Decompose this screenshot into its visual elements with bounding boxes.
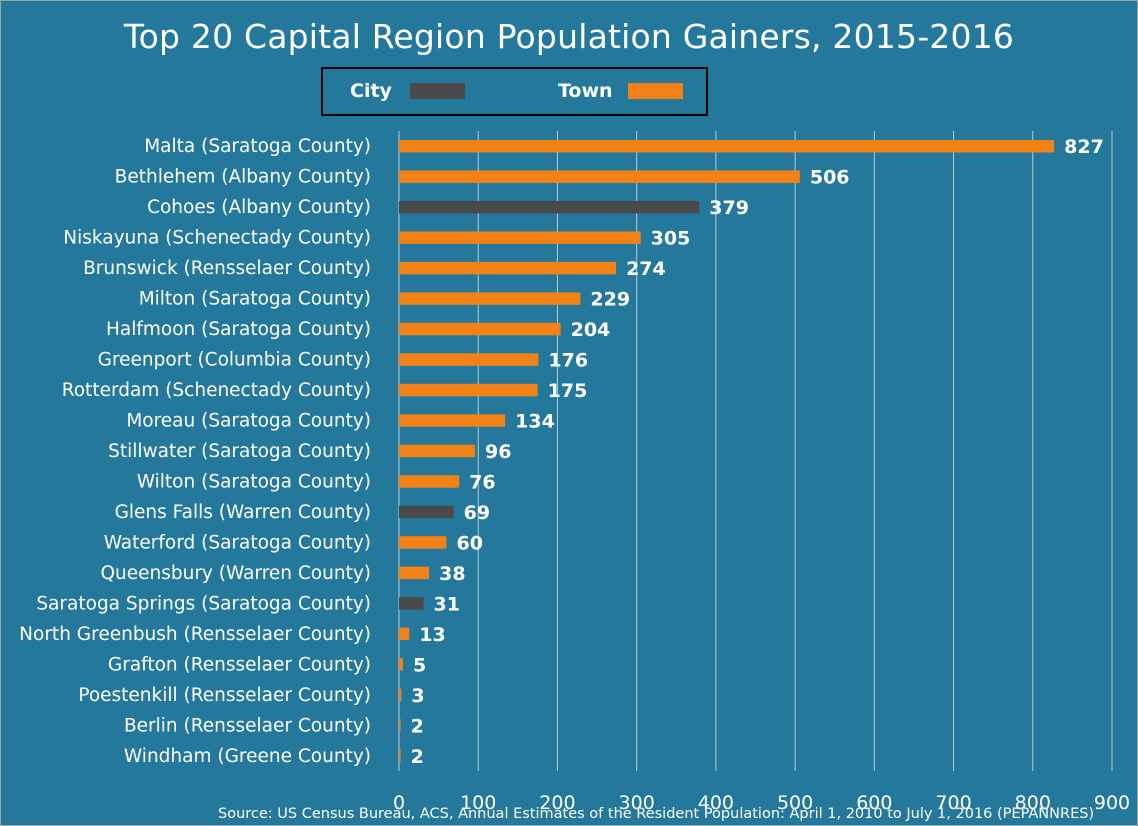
x-tick-label: 200 <box>539 792 575 814</box>
y-category-label: Waterford (Saratoga County) <box>104 532 371 553</box>
x-tick-label: 400 <box>698 792 734 814</box>
bar <box>399 475 460 488</box>
y-category-label: Brunswick (Rensselaer County) <box>83 258 371 279</box>
data-label: 96 <box>485 441 511 463</box>
data-label: 827 <box>1064 136 1104 158</box>
data-label: 2 <box>411 715 424 737</box>
bar <box>399 261 617 275</box>
x-tick-label: 700 <box>935 792 971 814</box>
bar <box>399 383 538 397</box>
data-label: 13 <box>419 624 445 646</box>
data-label: 379 <box>709 197 749 219</box>
x-tick-label: 600 <box>856 792 892 814</box>
y-category-label: Saratoga Springs (Saratoga County) <box>36 593 371 614</box>
legend-label-city: City <box>350 80 392 102</box>
bar <box>399 231 641 244</box>
data-label: 204 <box>571 319 611 341</box>
bar <box>399 353 539 366</box>
legend: City Town <box>321 67 708 116</box>
y-category-label: Grafton (Rensselaer County) <box>108 654 371 675</box>
data-label: 506 <box>810 167 850 189</box>
y-category-label: Milton (Saratoga County) <box>139 289 371 310</box>
y-category-label: Wilton (Saratoga County) <box>137 471 371 492</box>
y-category-label: Stillwater (Saratoga County) <box>108 441 371 462</box>
legend-label-town: Town <box>558 80 613 102</box>
y-category-label: Poestenkill (Rensselaer County) <box>78 685 371 706</box>
bar <box>399 688 402 702</box>
legend-swatch-city <box>410 83 465 99</box>
data-label: 38 <box>439 563 465 585</box>
bar <box>399 322 561 336</box>
y-category-label: Moreau (Saratoga County) <box>126 411 371 432</box>
data-label: 229 <box>590 289 630 311</box>
y-category-label: Glens Falls (Warren County) <box>115 502 371 523</box>
y-category-label: Malta (Saratoga County) <box>144 136 371 157</box>
bar <box>399 414 506 427</box>
y-category-label: Queensbury (Warren County) <box>100 563 371 584</box>
y-category-label: Rotterdam (Schenectady County) <box>62 380 371 401</box>
bar <box>399 536 447 549</box>
data-label: 274 <box>626 258 666 280</box>
x-tick-label: 900 <box>1094 792 1130 814</box>
bar <box>399 658 403 671</box>
y-category-label: Berlin (Rensselaer County) <box>124 715 371 736</box>
x-tick-label: 100 <box>460 792 496 814</box>
data-label: 175 <box>548 380 588 402</box>
bar <box>399 505 454 519</box>
data-label: 60 <box>457 532 483 554</box>
y-category-label: North Greenbush (Rensselaer County) <box>19 624 371 645</box>
bar <box>399 719 401 732</box>
data-label: 134 <box>515 411 555 433</box>
legend-swatch-town <box>628 83 683 99</box>
x-tick-label: 0 <box>393 792 405 814</box>
data-label: 69 <box>464 502 490 524</box>
y-category-label: Bethlehem (Albany County) <box>115 167 371 188</box>
bar <box>399 566 430 580</box>
chart-title: Top 20 Capital Region Population Gainers… <box>123 17 1015 56</box>
data-label: 305 <box>651 228 691 250</box>
data-label: 76 <box>469 471 495 493</box>
data-label: 176 <box>548 350 588 372</box>
source-note: Source: US Census Bureau, ACS, Annual Es… <box>218 806 1095 822</box>
data-label: 3 <box>411 685 424 707</box>
bar <box>399 597 424 610</box>
x-tick-label: 300 <box>619 792 655 814</box>
y-category-label: Halfmoon (Saratoga County) <box>106 319 371 340</box>
x-tick-label: 800 <box>1015 792 1051 814</box>
y-category-label: Niskayuna (Schenectady County) <box>63 228 371 249</box>
bar <box>399 139 1055 153</box>
y-category-label: Cohoes (Albany County) <box>147 197 371 218</box>
y-category-label: Windham (Greene County) <box>124 746 371 767</box>
bar <box>399 444 476 458</box>
bar <box>399 292 581 305</box>
bar <box>399 749 401 763</box>
bar <box>399 200 700 214</box>
y-category-label: Greenport (Columbia County) <box>98 350 371 371</box>
bar <box>399 170 800 183</box>
bar <box>399 627 410 641</box>
x-tick-label: 500 <box>777 792 813 814</box>
data-label: 31 <box>434 593 460 615</box>
data-label: 5 <box>413 654 426 676</box>
data-label: 2 <box>411 746 424 768</box>
